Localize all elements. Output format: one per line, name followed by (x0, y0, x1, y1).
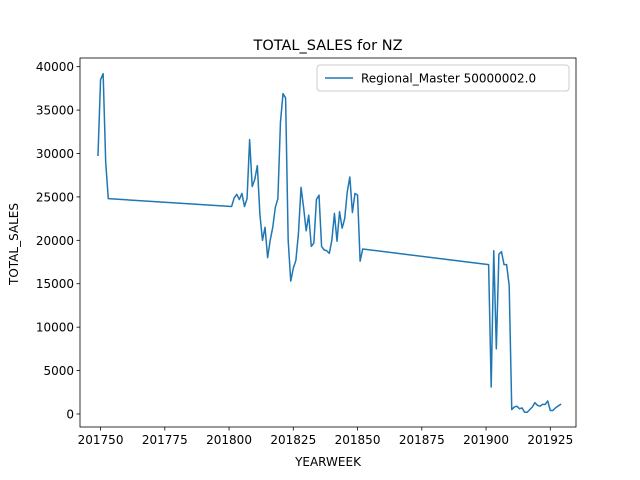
x-tick-label: 201825 (270, 433, 316, 447)
chart-title: TOTAL_SALES for NZ (252, 38, 402, 54)
x-tick-label: 201775 (142, 433, 188, 447)
y-tick-label: 5000 (43, 364, 74, 378)
y-tick-label: 35000 (36, 104, 74, 118)
y-tick-label: 0 (66, 407, 74, 421)
plot-area: 201750 201775 201800 201825 201850 201875 2019… (36, 57, 577, 447)
x-tick-label: 201875 (399, 433, 445, 447)
x-tick-label: 201750 (78, 433, 124, 447)
legend: Regional_Master 50000002.0 (316, 64, 570, 92)
x-tick-label: 201850 (335, 433, 381, 447)
x-tick-label: 201925 (527, 433, 573, 447)
series-line (97, 72, 562, 413)
y-tick-label: 20000 (36, 234, 74, 248)
y-tick-label: 30000 (36, 147, 74, 161)
y-tick-label: 15000 (36, 277, 74, 291)
x-axis-label: YEARWEEK (294, 455, 362, 469)
y-tick-label: 40000 (36, 60, 74, 74)
legend-label: Regional_Master 50000002.0 (361, 72, 536, 86)
y-tick-label: 10000 (36, 321, 74, 335)
x-tick-label: 201900 (463, 433, 509, 447)
y-axis-label: TOTAL_SALES (7, 203, 21, 286)
axes-frame (79, 57, 577, 428)
x-tick-label: 201800 (206, 433, 252, 447)
y-tick-label: 25000 (36, 190, 74, 204)
legend-frame (316, 64, 570, 92)
